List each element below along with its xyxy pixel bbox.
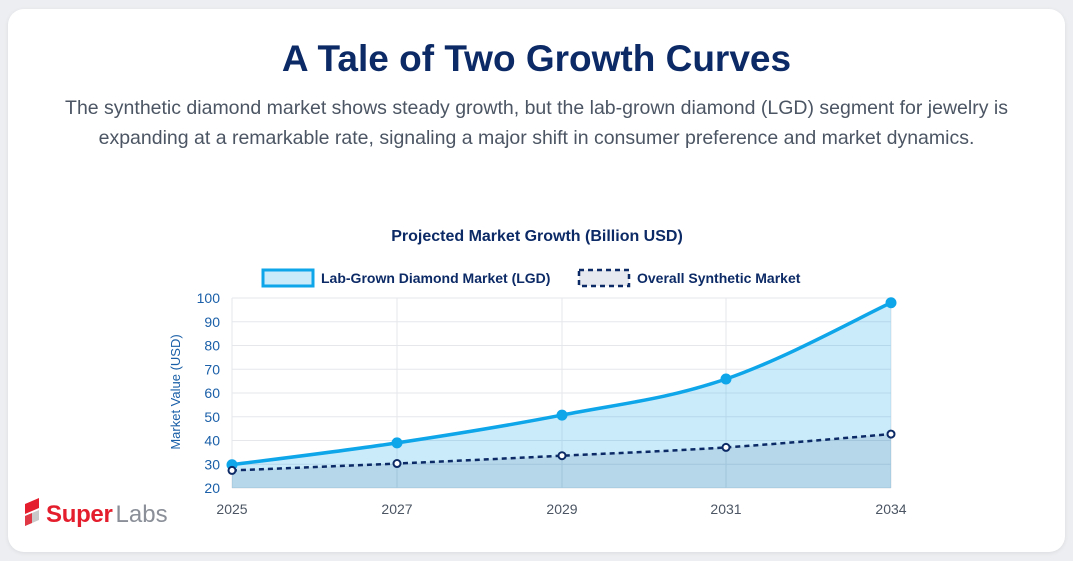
y-tick-label: 100	[197, 290, 221, 306]
y-axis-ticks: 20 30 40 50 60 70 80 90 100	[197, 290, 221, 496]
content-card	[8, 9, 1065, 552]
point-synthetic[interactable]	[721, 442, 731, 452]
y-axis-label: Market Value (USD)	[168, 334, 183, 449]
y-tick-label: 70	[204, 361, 220, 377]
point-lgd[interactable]	[720, 373, 732, 385]
point-synthetic[interactable]	[886, 429, 896, 439]
y-tick-label: 30	[204, 456, 220, 472]
page-subtitle: The synthetic diamond market shows stead…	[65, 97, 1008, 149]
y-tick-label: 40	[204, 433, 220, 449]
x-tick-label: 2027	[381, 501, 412, 517]
brand-labs-text: Labs	[115, 501, 168, 528]
point-synthetic[interactable]	[392, 459, 402, 469]
point-synthetic[interactable]	[557, 451, 567, 461]
chart-legend: Lab-Grown Diamond Market (LGD) Overall Sy…	[261, 268, 801, 288]
legend-label-synthetic: Overall Synthetic Market	[637, 270, 801, 286]
x-tick-label: 2031	[710, 501, 741, 517]
series-points	[226, 297, 897, 475]
page-title: A Tale of Two Growth Curves	[281, 38, 792, 79]
point-lgd[interactable]	[391, 437, 403, 449]
series-fill-lgd	[232, 302, 891, 488]
superlabs-logo-icon	[25, 498, 39, 526]
chart-title: Projected Market Growth (Billion USD)	[391, 228, 683, 245]
brand-super-text: Super	[46, 501, 113, 528]
legend-swatch-synthetic	[577, 268, 631, 288]
series-line-synthetic	[231, 432, 892, 472]
x-axis-ticks: 2025 2027 2029 2031 2034	[216, 501, 906, 517]
x-tick-label: 2029	[546, 501, 577, 517]
y-tick-label: 80	[204, 338, 220, 354]
legend-label-lgd: Lab-Grown Diamond Market (LGD)	[321, 270, 550, 286]
legend-swatch-lgd	[261, 268, 315, 288]
x-tick-label: 2034	[875, 501, 906, 517]
point-synthetic[interactable]	[227, 465, 237, 475]
y-tick-label: 60	[204, 385, 220, 401]
y-tick-label: 20	[204, 480, 220, 496]
point-lgd[interactable]	[556, 409, 568, 421]
superlabs-brand: Super Labs	[22, 497, 168, 533]
x-tick-label: 2025	[216, 501, 247, 517]
y-tick-label: 50	[204, 409, 220, 425]
y-tick-label: 90	[204, 314, 220, 330]
point-lgd[interactable]	[885, 297, 897, 309]
